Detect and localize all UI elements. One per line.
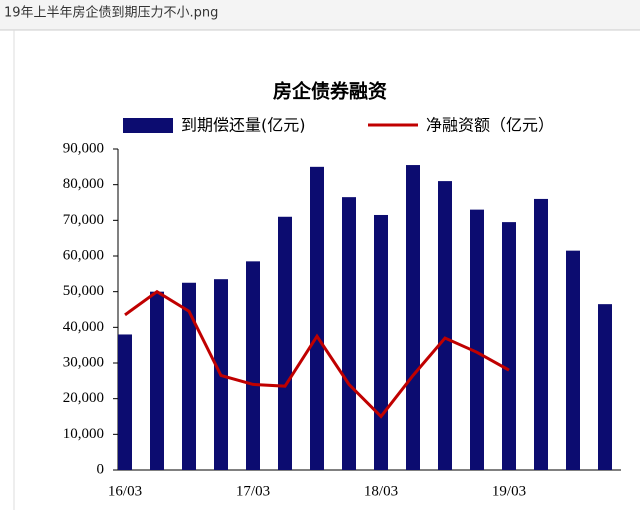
bar: [182, 282, 196, 470]
x-tick-label: 18/03: [364, 483, 398, 499]
bar: [246, 261, 260, 470]
line: [124, 289, 510, 419]
y-tick-label: 10,000: [63, 426, 104, 442]
y-tick-label: 90,000: [63, 140, 104, 156]
bar: [566, 250, 580, 470]
y-tick-label: 0: [97, 461, 105, 477]
filename: 19年上半年房企债到期压力不小.png: [4, 5, 218, 21]
bar: [598, 304, 612, 470]
chart-title: 房企债券融资: [273, 80, 387, 103]
bar: [150, 291, 164, 470]
y-tick-label: 20,000: [63, 390, 104, 406]
legend-label: 到期偿还量(亿元): [181, 116, 306, 135]
x-tick-label: 16/03: [108, 483, 142, 499]
bar: [342, 197, 356, 470]
y-tick-label: 60,000: [63, 247, 104, 263]
bar: [374, 214, 388, 470]
header-bar: [0, 0, 640, 30]
y-tick-label: 50,000: [63, 283, 104, 299]
bar: [278, 216, 292, 470]
bar: [502, 222, 516, 470]
y-tick-label: 40,000: [63, 319, 104, 335]
y-tick-label: 80,000: [63, 176, 104, 192]
bar: [118, 334, 132, 470]
legend-label: 净融资额（亿元）: [426, 116, 554, 135]
y-tick-label: 30,000: [63, 354, 104, 370]
bar: [406, 165, 420, 471]
legend-swatch: [123, 118, 173, 133]
x-tick-label: 17/03: [236, 483, 270, 499]
bar: [534, 198, 548, 470]
x-tick-label: 19/03: [492, 483, 526, 499]
bar: [470, 209, 484, 470]
bar: [438, 181, 452, 470]
y-tick-label: 70,000: [63, 212, 104, 228]
bar: [310, 166, 324, 471]
